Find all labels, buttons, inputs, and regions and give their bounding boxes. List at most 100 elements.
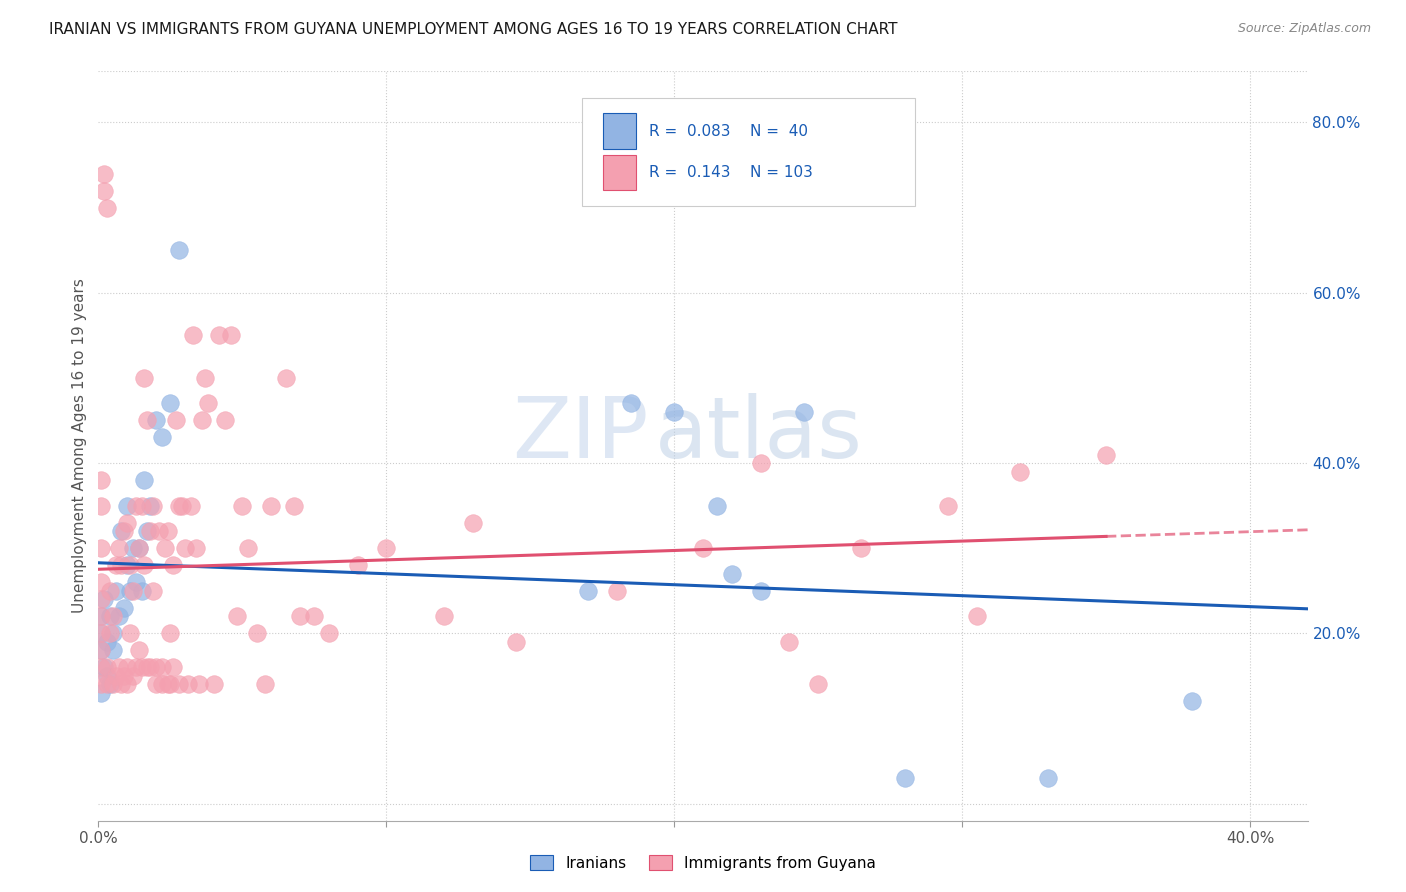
Point (142, 583, 165, 598)
Point (576, 583, 599, 598)
Point (90, 626, 112, 640)
Point (110, 677, 132, 691)
Point (96, 677, 118, 691)
Text: atlas: atlas (655, 393, 863, 476)
Point (188, 677, 211, 691)
Point (159, 626, 181, 640)
Point (176, 677, 198, 691)
Point (120, 558, 142, 573)
Point (288, 609, 311, 624)
Point (115, 499, 138, 513)
Point (98, 583, 121, 598)
Point (173, 541, 195, 556)
Point (122, 541, 145, 556)
Point (318, 626, 340, 640)
Point (139, 660, 162, 674)
Point (98, 626, 121, 640)
Point (90, 473, 112, 487)
Point (159, 396, 181, 410)
Point (167, 677, 190, 691)
Text: R =  0.143    N = 103: R = 0.143 N = 103 (648, 165, 813, 180)
FancyBboxPatch shape (582, 97, 915, 206)
Text: R =  0.083    N =  40: R = 0.083 N = 40 (648, 124, 807, 139)
Point (620, 396, 643, 410)
Point (893, 771, 915, 785)
Point (202, 677, 225, 691)
Point (1038, 771, 1060, 785)
Point (90, 541, 112, 556)
Point (98, 677, 121, 691)
Point (1181, 694, 1204, 708)
Point (706, 499, 728, 513)
Point (104, 583, 127, 598)
Point (96, 635, 118, 649)
Point (134, 473, 156, 487)
Point (225, 609, 247, 624)
Point (778, 635, 800, 649)
Point (125, 575, 148, 590)
Point (664, 405, 686, 419)
Point (1008, 465, 1031, 479)
Point (304, 609, 326, 624)
Text: ZIP: ZIP (512, 393, 648, 476)
Point (433, 609, 456, 624)
Point (150, 430, 173, 444)
Point (150, 677, 173, 691)
Point (183, 328, 205, 343)
Point (110, 524, 132, 538)
Point (101, 643, 124, 657)
Point (125, 499, 148, 513)
Point (98, 609, 121, 624)
Point (120, 583, 142, 598)
Point (214, 413, 236, 427)
Point (115, 516, 138, 530)
Point (96, 669, 118, 683)
Point (156, 677, 179, 691)
FancyBboxPatch shape (603, 154, 637, 191)
Point (136, 660, 159, 674)
Point (461, 516, 484, 530)
Point (115, 660, 138, 674)
Point (197, 396, 219, 410)
Point (283, 499, 305, 513)
Y-axis label: Unemployment Among Ages 16 to 19 years: Unemployment Among Ages 16 to 19 years (72, 278, 87, 614)
Point (167, 499, 190, 513)
Point (606, 583, 628, 598)
Point (793, 405, 815, 419)
Point (936, 499, 959, 513)
Point (90, 609, 112, 624)
Point (156, 524, 179, 538)
Text: IRANIAN VS IMMIGRANTS FROM GUYANA UNEMPLOYMENT AMONG AGES 16 TO 19 YEARS CORRELA: IRANIAN VS IMMIGRANTS FROM GUYANA UNEMPL… (49, 22, 897, 37)
Point (159, 677, 181, 691)
Text: Source: ZipAtlas.com: Source: ZipAtlas.com (1237, 22, 1371, 36)
Point (90, 499, 112, 513)
Point (104, 558, 127, 573)
Point (191, 413, 214, 427)
Point (194, 371, 217, 385)
Point (101, 677, 124, 691)
Point (346, 558, 368, 573)
Point (186, 541, 208, 556)
Point (110, 558, 132, 573)
Point (136, 524, 159, 538)
Point (90, 660, 112, 674)
Point (274, 371, 297, 385)
Point (131, 660, 153, 674)
Point (131, 499, 153, 513)
Point (131, 583, 153, 598)
Point (966, 609, 988, 624)
Point (692, 541, 714, 556)
Point (93, 167, 115, 181)
Point (148, 524, 170, 538)
Point (93, 184, 115, 198)
Point (122, 583, 145, 598)
Point (90, 609, 112, 624)
Point (90, 575, 112, 590)
Point (165, 413, 187, 427)
Point (128, 541, 150, 556)
Point (90, 592, 112, 607)
Point (236, 541, 259, 556)
Point (136, 413, 159, 427)
Point (505, 635, 527, 649)
Point (112, 524, 135, 538)
